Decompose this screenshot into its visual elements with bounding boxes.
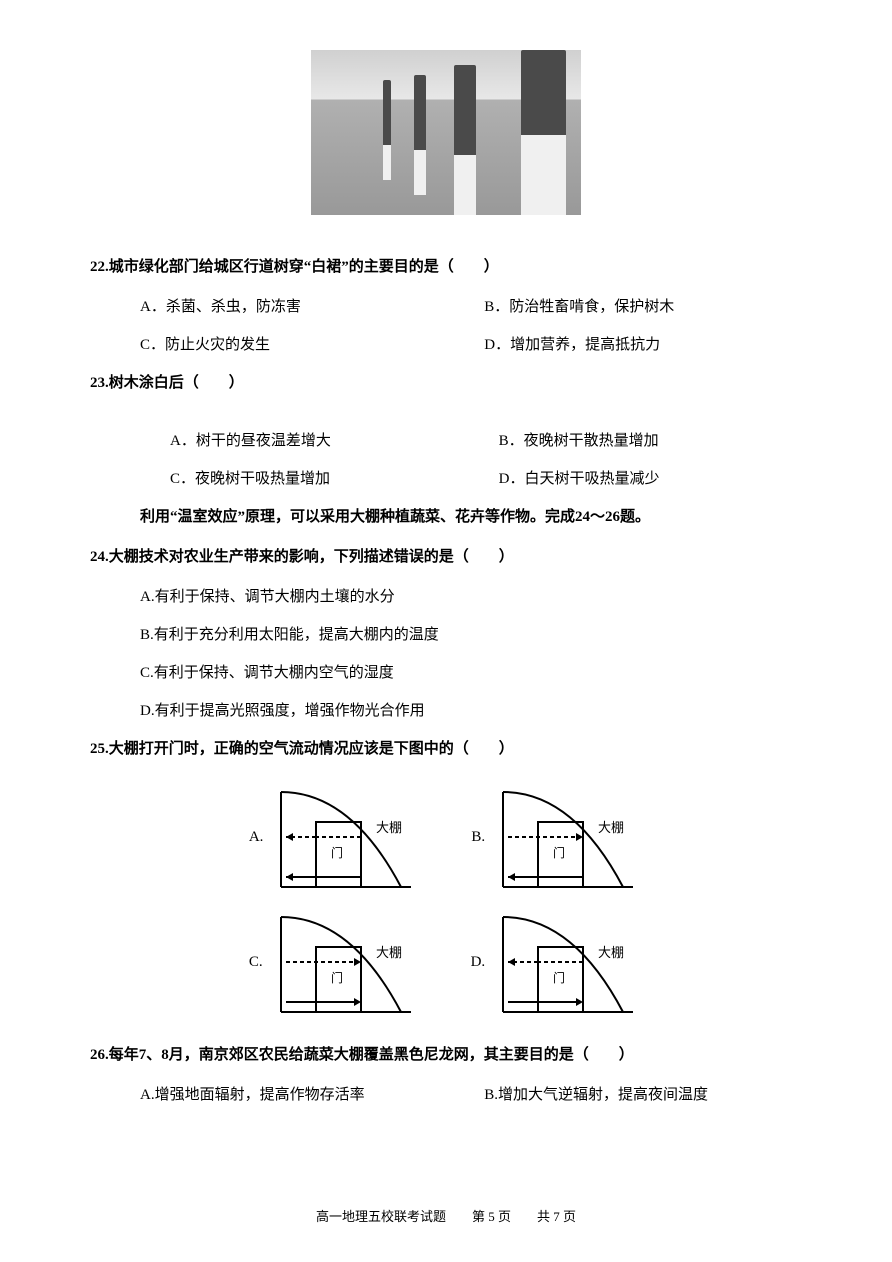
q25-label-C: C.: [249, 944, 263, 980]
svg-text:门: 门: [331, 970, 343, 985]
svg-text:门: 门: [331, 845, 343, 860]
diagram-B: 大棚 门: [493, 782, 643, 892]
q24-optD: D.有利于提高光照强度，增强作物光合作用: [90, 693, 802, 729]
q22-row1: A．杀菌、杀虫，防冻害 B．防治牲畜啃食，保护树木: [90, 289, 802, 325]
q23-row2: C．夜晚树干吸热量增加 D．白天树干吸热量减少: [90, 461, 802, 497]
q22-optC: C．防止火灾的发生: [140, 327, 484, 363]
q26-optB: B.增加大气逆辐射，提高夜间温度: [484, 1077, 802, 1113]
q22-stem: 22.城市绿化部门给城区行道树穿“白裙”的主要目的是（ ）: [90, 249, 802, 285]
q25-label-B: B.: [471, 819, 485, 855]
page-footer: 高一地理五校联考试题 第 5 页 共 7 页: [0, 1201, 892, 1232]
q23-optD: D．白天树干吸热量减少: [499, 461, 802, 497]
q23-optB: B．夜晚树干散热量增加: [499, 423, 802, 459]
photo-container: [90, 50, 802, 229]
q22-optD: D．增加营养，提高抵抗力: [484, 327, 802, 363]
q22-optB: B．防治牲畜啃食，保护树木: [484, 289, 802, 325]
q25-label-A: A.: [249, 819, 264, 855]
svg-text:门: 门: [553, 970, 565, 985]
q26-optA: A.增强地面辐射，提高作物存活率: [140, 1077, 484, 1113]
q23-stem: 23.树木涂白后（ ）: [90, 365, 802, 401]
svg-text:大棚: 大棚: [376, 820, 402, 835]
q25-stem: 25.大棚打开门时，正确的空气流动情况应该是下图中的（ ）: [90, 731, 802, 767]
q24-optA: A.有利于保持、调节大棚内土壤的水分: [90, 579, 802, 615]
q26-stem: 26.每年7、8月，南京郊区农民给蔬菜大棚覆盖黑色尼龙网，其主要目的是（ ）: [90, 1037, 802, 1073]
street-photo: [311, 50, 581, 215]
q22-row2: C．防止火灾的发生 D．增加营养，提高抵抗力: [90, 327, 802, 363]
q22-optA: A．杀菌、杀虫，防冻害: [140, 289, 484, 325]
q24-stem: 24.大棚技术对农业生产带来的影响，下列描述错误的是（ ）: [90, 539, 802, 575]
q25-diagrams: A. 大棚 门 B. 大棚: [90, 782, 802, 1017]
q23-optC: C．夜晚树干吸热量增加: [170, 461, 499, 497]
q24-optC: C.有利于保持、调节大棚内空气的湿度: [90, 655, 802, 691]
q24-optB: B.有利于充分利用太阳能，提高大棚内的温度: [90, 617, 802, 653]
q23-row1: A．树干的昼夜温差增大 B．夜晚树干散热量增加: [90, 423, 802, 459]
diagram-C: 大棚 门: [271, 907, 421, 1017]
q23-optA: A．树干的昼夜温差增大: [170, 423, 499, 459]
svg-text:大棚: 大棚: [598, 945, 624, 960]
diagram-A: 大棚 门: [271, 782, 421, 892]
svg-text:门: 门: [553, 845, 565, 860]
diagram-D: 大棚 门: [493, 907, 643, 1017]
q26-row1: A.增强地面辐射，提高作物存活率 B.增加大气逆辐射，提高夜间温度: [90, 1077, 802, 1113]
q25-label-D: D.: [471, 944, 486, 980]
svg-text:大棚: 大棚: [598, 820, 624, 835]
svg-text:大棚: 大棚: [376, 945, 402, 960]
intro-24-26: 利用“温室效应”原理，可以采用大棚种植蔬菜、花卉等作物。完成24～26题。: [90, 499, 802, 535]
